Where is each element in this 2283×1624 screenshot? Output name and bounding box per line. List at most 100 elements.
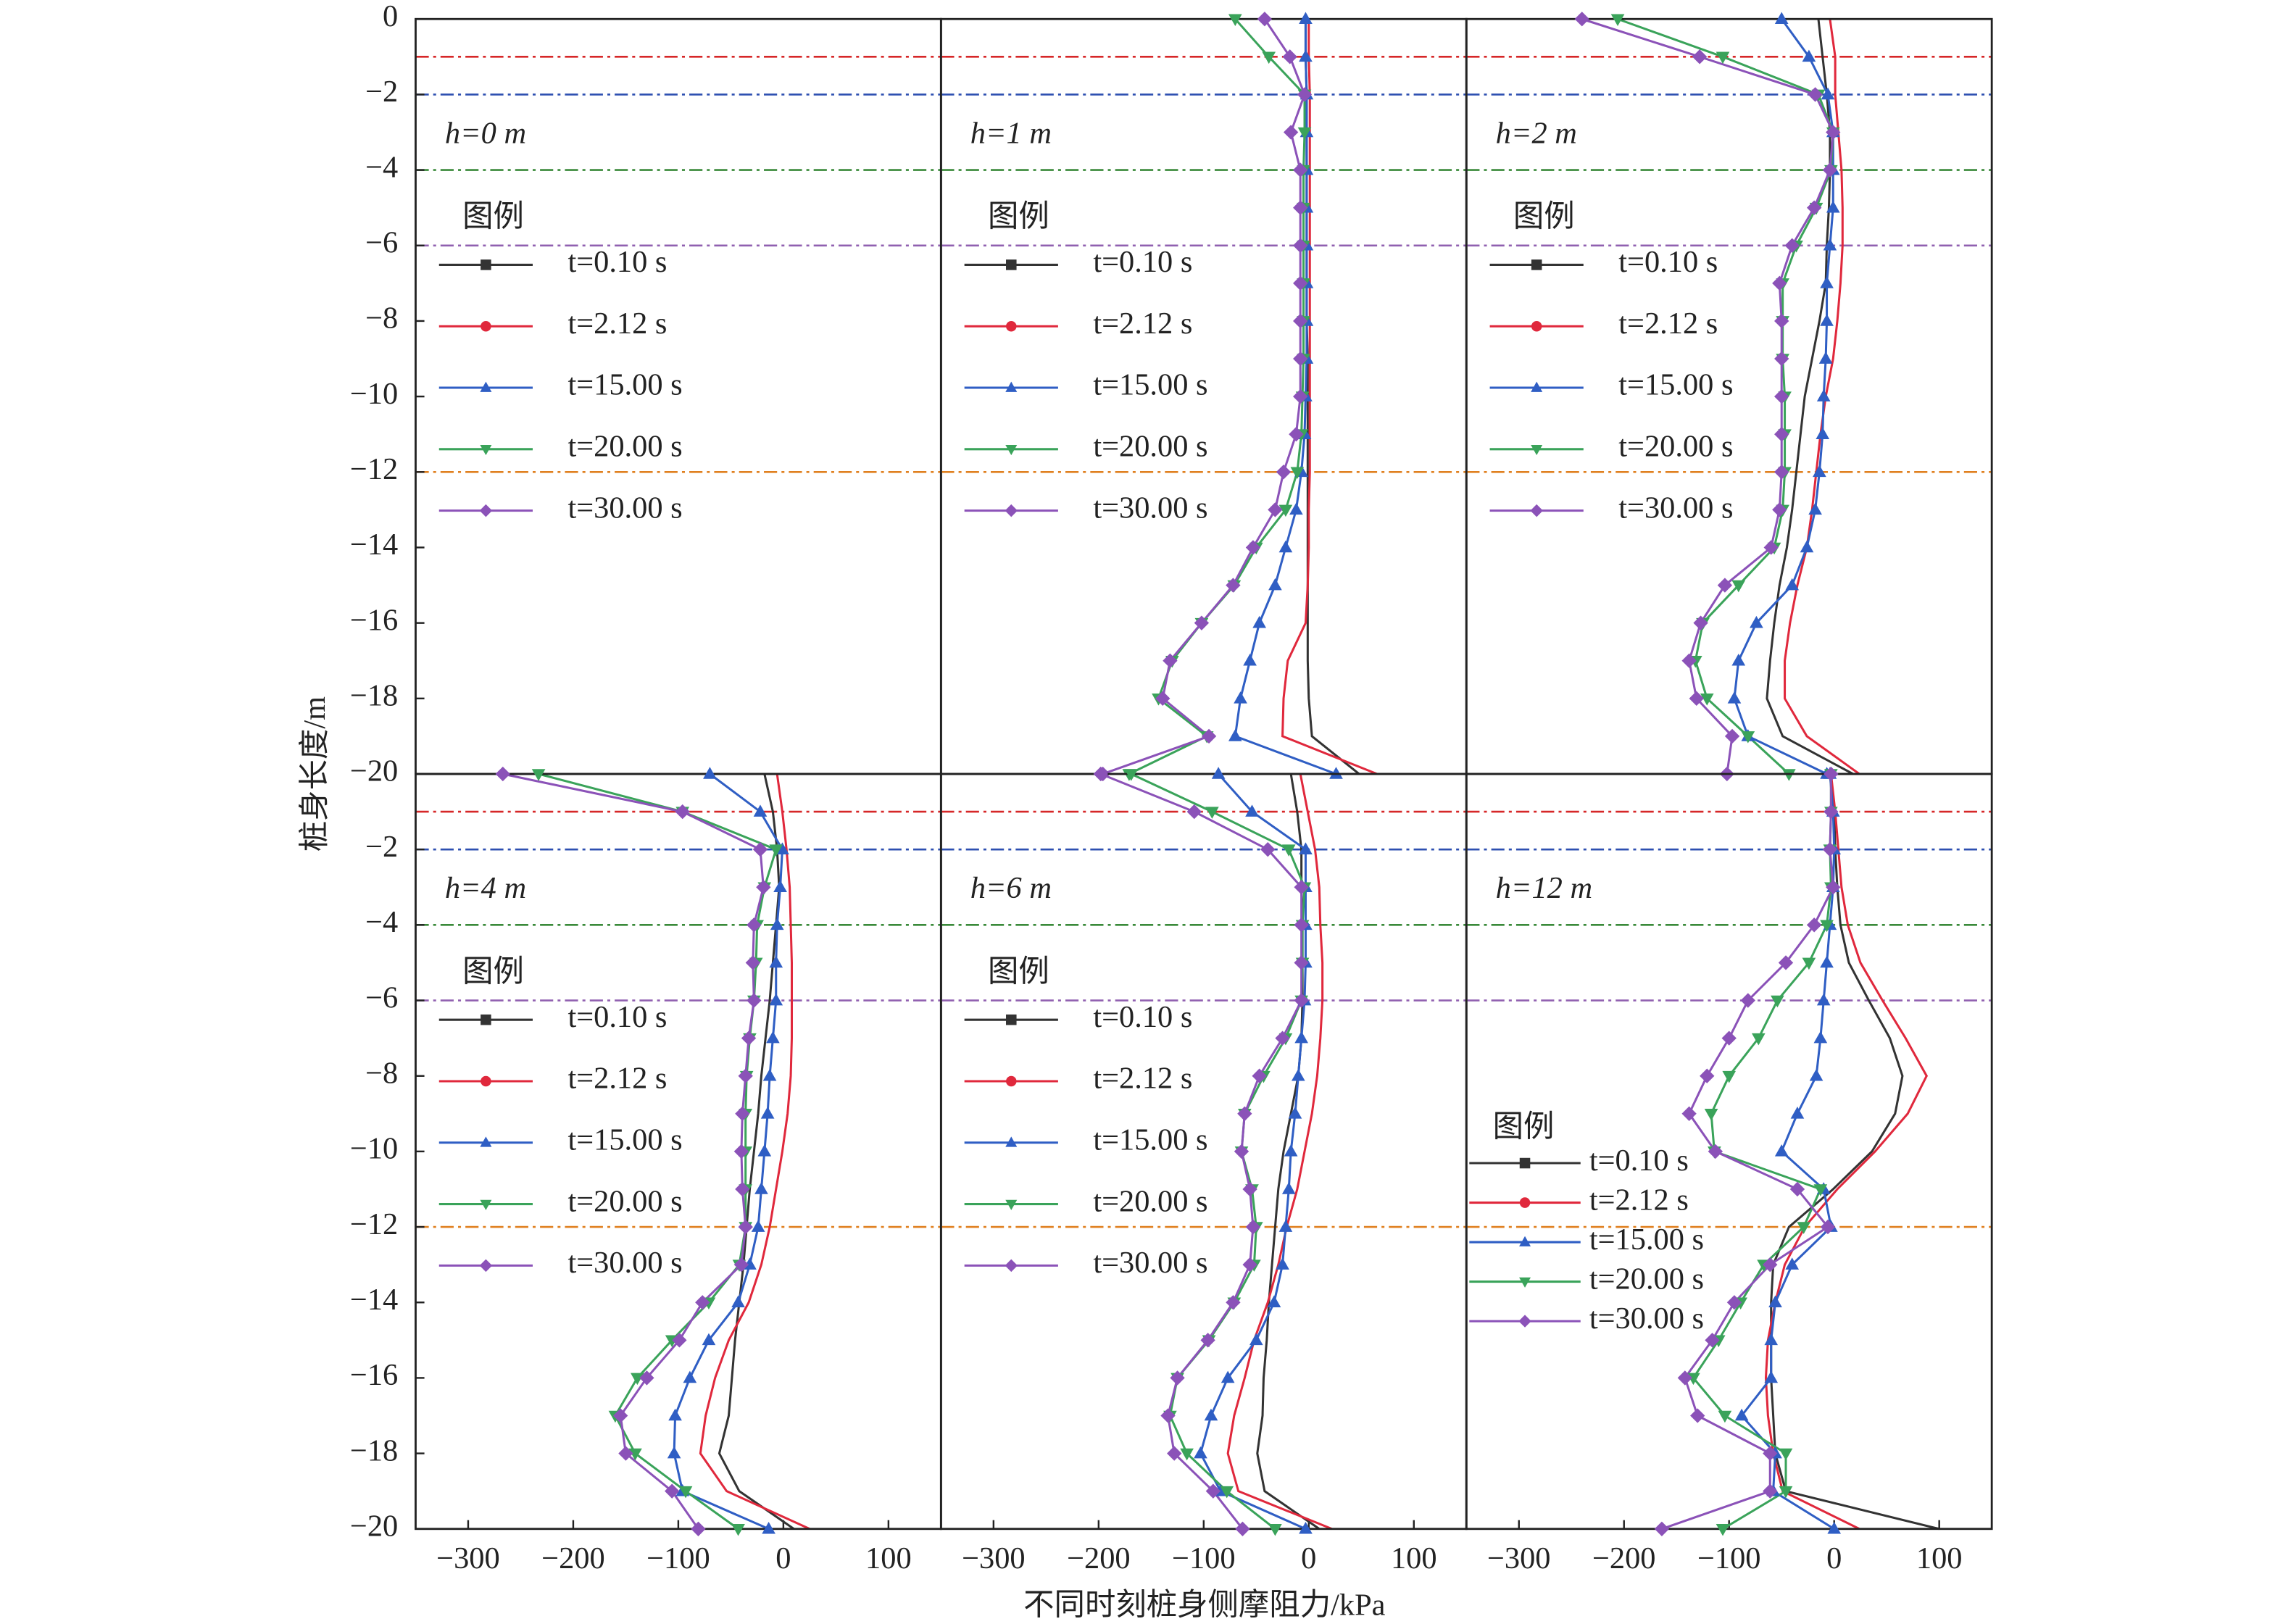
marker [1293,313,1308,329]
marker [683,1370,697,1383]
legend-label: t=15.00 s [567,1123,682,1157]
marker [480,444,492,456]
x-tick-label: −300 [436,1541,500,1575]
marker [1681,653,1697,668]
legend-title: 图例 [462,954,524,988]
marker [1005,1259,1018,1273]
marker [1299,842,1313,854]
marker [752,842,768,857]
legend-label: t=20.00 s [1618,430,1733,464]
marker [1220,1370,1235,1383]
marker [1531,381,1543,392]
marker [678,1486,693,1499]
marker [1734,1408,1749,1421]
y-tick-label: −8 [365,301,398,336]
marker [1820,955,1834,968]
marker [1519,1236,1531,1246]
marker [1205,807,1219,819]
marker [735,1181,750,1197]
marker [747,993,762,1008]
marker [762,1068,777,1081]
marker [770,917,784,930]
marker [1289,502,1303,515]
legend-label: t=2.12 s [1589,1183,1689,1217]
marker [1155,691,1170,707]
marker [1293,238,1308,253]
marker [1294,993,1309,1008]
marker [1797,1222,1810,1234]
marker [1519,1277,1531,1288]
y-tick-label: −14 [350,1283,398,1317]
y-tick-label: −14 [350,528,398,562]
marker [1005,1136,1018,1147]
marker [1751,1033,1766,1046]
marker [1262,51,1276,64]
legend-label: t=2.12 s [567,1062,667,1096]
marker [1242,1257,1257,1273]
marker [1290,467,1305,480]
marker [1826,200,1840,213]
marker [1278,1220,1293,1232]
marker [1293,275,1308,291]
marker [1519,1197,1531,1208]
legend-title: 图例 [1513,200,1575,234]
marker [1297,127,1312,140]
marker [481,1075,491,1087]
x-tick-label: −100 [646,1541,710,1575]
legend-label: t=30.00 s [1589,1302,1704,1336]
marker [1228,729,1242,741]
marker [731,1523,745,1536]
marker [1700,694,1714,706]
marker [762,1522,775,1534]
marker [1297,87,1313,102]
marker [1237,1106,1252,1121]
series-line [1226,773,1333,1531]
marker [481,320,491,332]
legend-label: t=2.12 s [567,307,667,341]
marker [1708,1144,1723,1159]
panel: 0 −2 −4 −6 −8 −10 −12 −14 −16 −18 −20 h=0 m 图例 t=0.10… [350,0,942,788]
marker [1610,14,1625,26]
marker [668,1408,682,1421]
y-tick-label: −2 [365,75,398,109]
marker [1288,1107,1302,1119]
marker [1294,1030,1308,1044]
marker [495,766,510,782]
marker [628,1448,642,1461]
marker [1689,691,1704,707]
marker [1186,804,1202,820]
y-tick-label: −8 [365,1056,398,1090]
legend-label: t=30.00 s [1618,491,1733,525]
x-tick-label: 0 [1826,1541,1842,1575]
marker [1772,275,1787,291]
legend-label: t=0.10 s [1093,1000,1192,1034]
marker [1245,1219,1261,1235]
y-tick-label: −20 [350,1510,398,1544]
marker [1245,804,1259,817]
marker [1281,844,1296,857]
x-tick-label: −100 [1172,1541,1236,1575]
marker [1727,691,1742,704]
annotation: h=4 m [445,871,526,905]
y-tick-label: −2 [365,830,398,864]
y-tick-label: −10 [350,377,398,411]
marker [1779,1448,1793,1461]
marker [1299,49,1313,62]
marker [702,1333,716,1346]
marker [1763,1483,1778,1499]
x-tick-label: 100 [1916,1541,1963,1575]
marker [1731,653,1746,666]
marker [1818,351,1833,364]
marker [1519,1157,1531,1169]
marker [1299,1522,1313,1534]
annotation: h=1 m [970,116,1052,150]
marker [480,1136,492,1147]
legend-title: 图例 [988,954,1049,988]
marker [1750,615,1763,628]
y-tick-label: −6 [365,980,398,1015]
marker [1820,920,1834,933]
legend-label: t=15.00 s [1093,1123,1207,1157]
marker [1768,1295,1782,1308]
marker [1800,540,1814,553]
marker [1124,769,1139,781]
